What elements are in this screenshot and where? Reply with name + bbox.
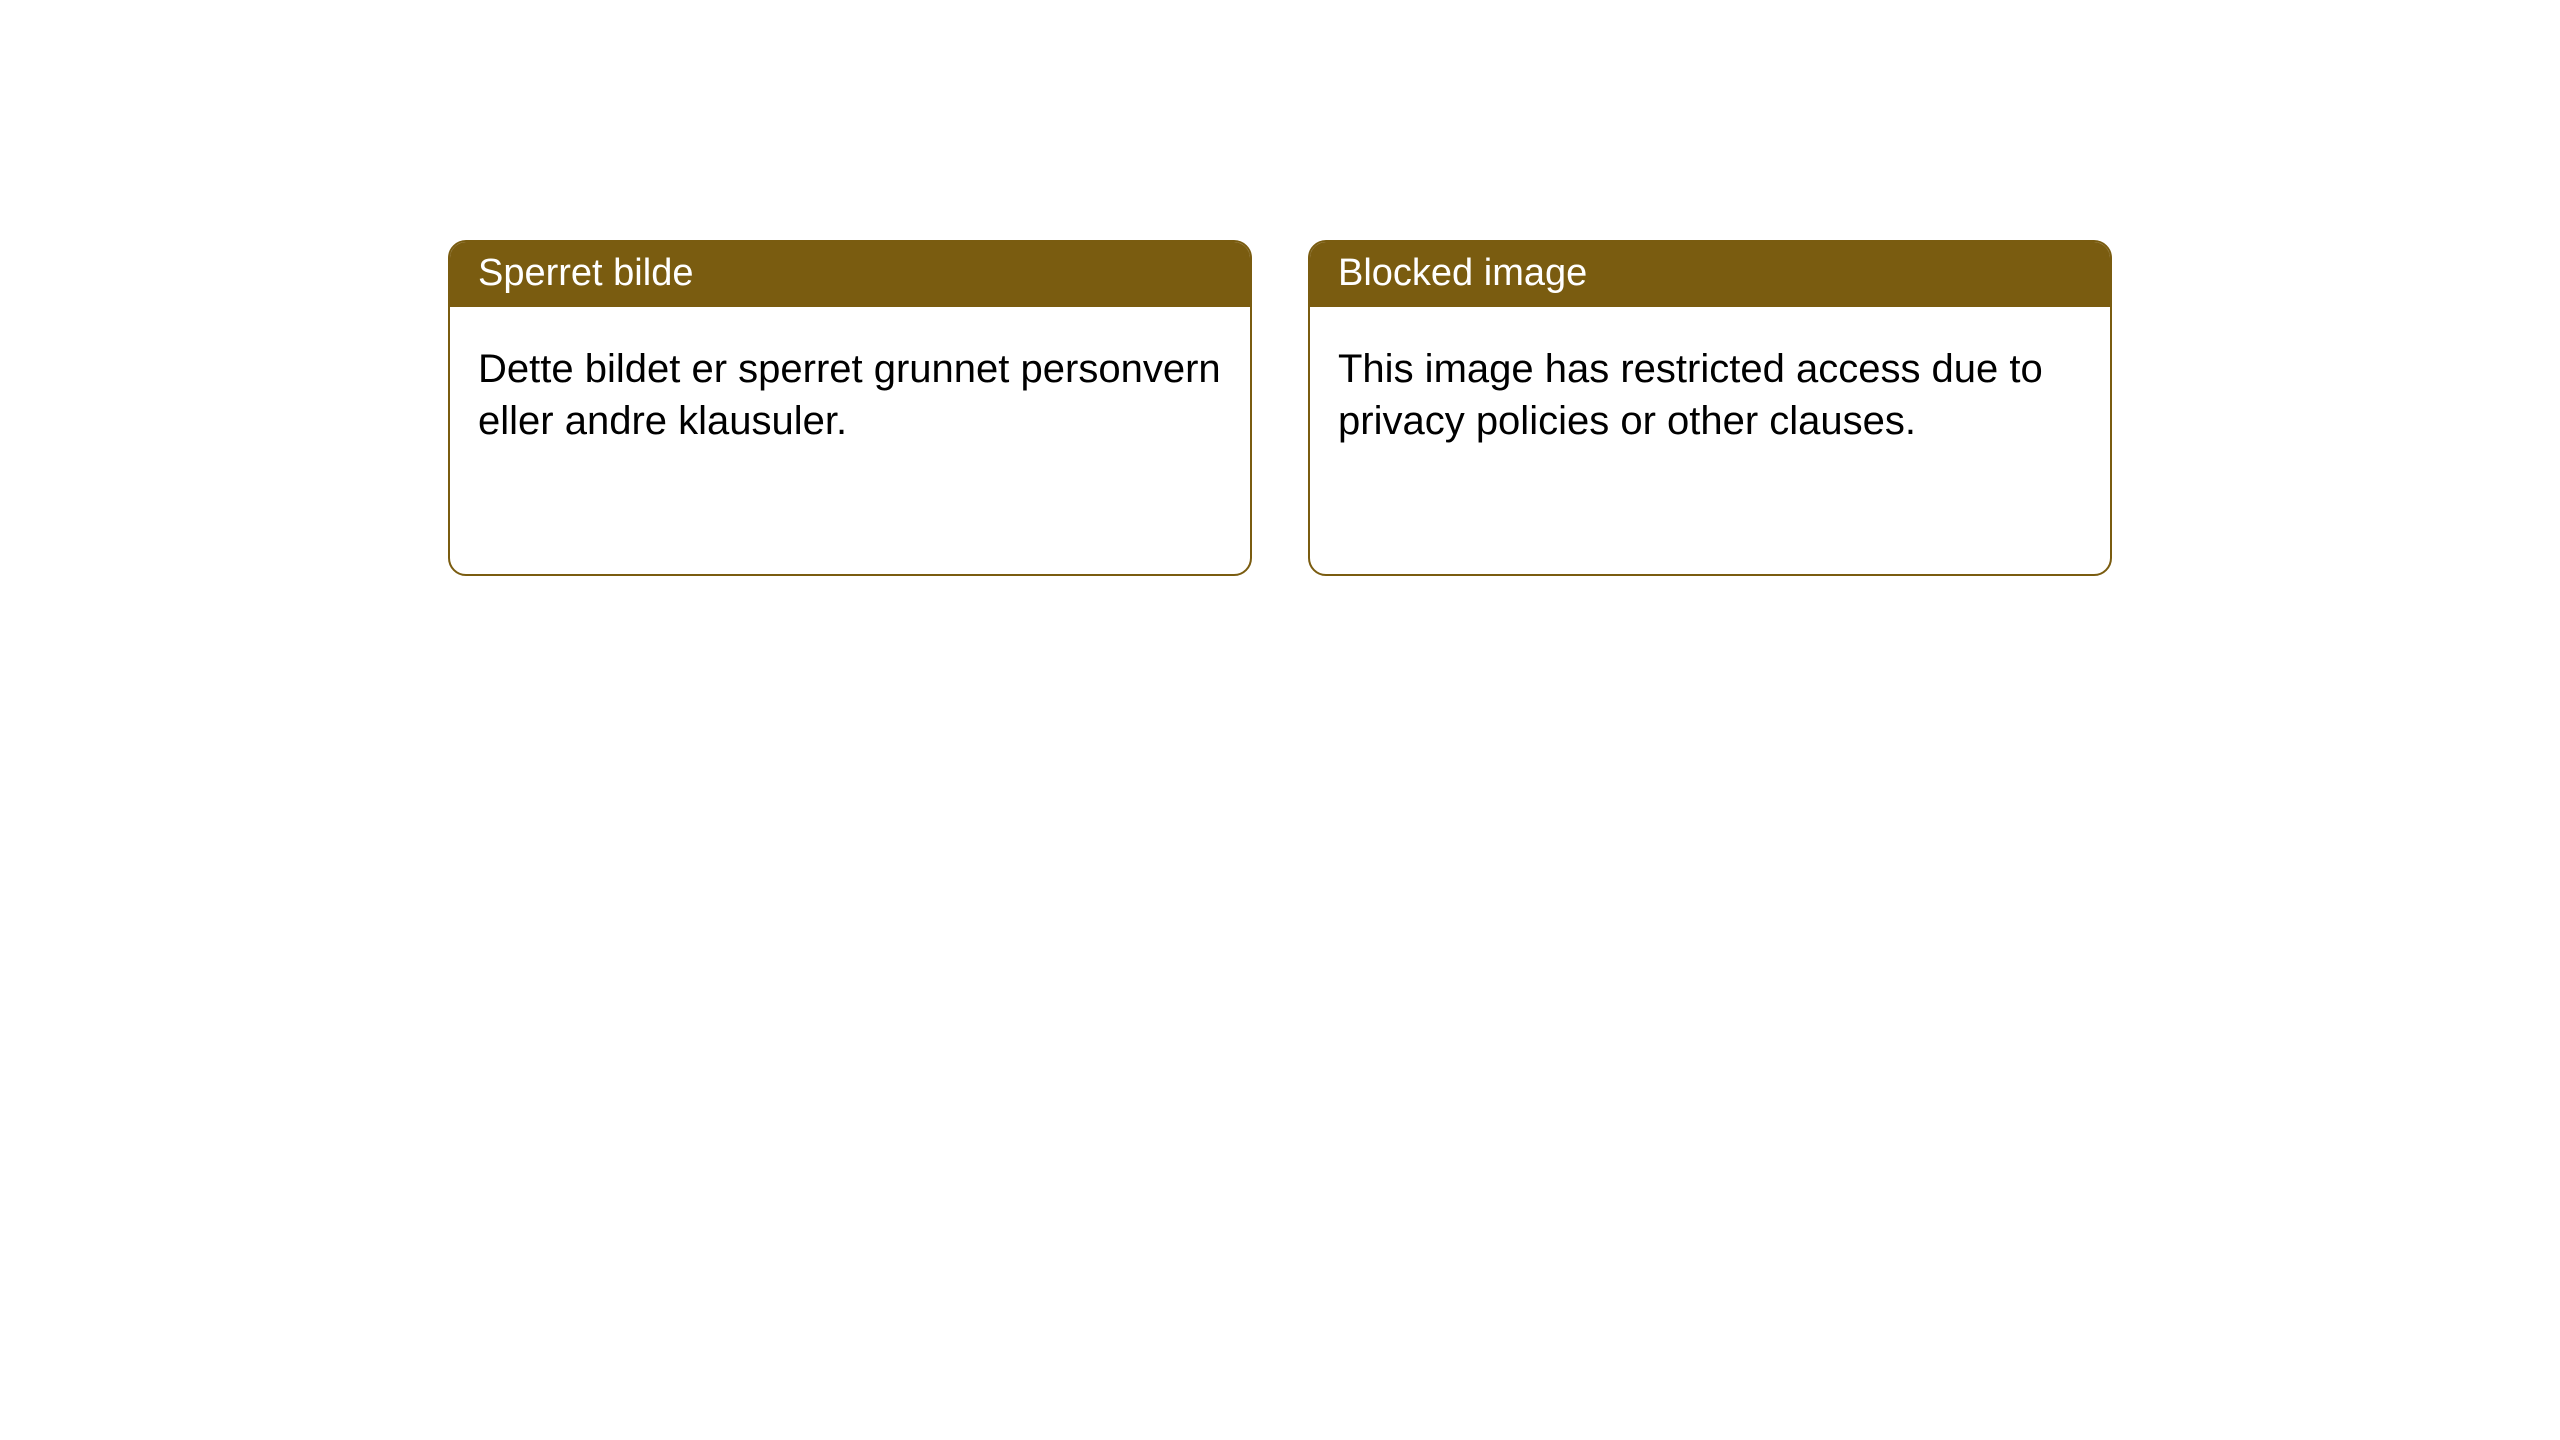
notice-box-english: Blocked image This image has restricted … (1308, 240, 2112, 576)
notice-header: Blocked image (1310, 242, 2110, 307)
notice-box-norwegian: Sperret bilde Dette bildet er sperret gr… (448, 240, 1252, 576)
notice-header: Sperret bilde (450, 242, 1250, 307)
notice-body: Dette bildet er sperret grunnet personve… (450, 307, 1250, 483)
notice-container: Sperret bilde Dette bildet er sperret gr… (0, 0, 2560, 576)
notice-body: This image has restricted access due to … (1310, 307, 2110, 483)
